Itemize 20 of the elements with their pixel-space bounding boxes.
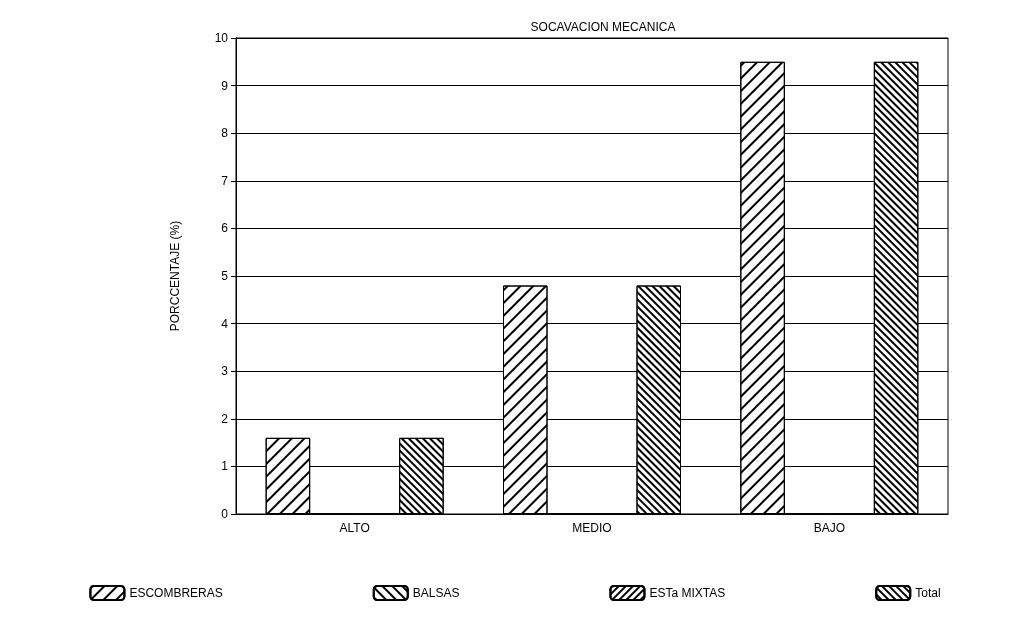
x-tick-label: BAJO <box>813 521 846 535</box>
y-tick-label: 7 <box>221 173 229 188</box>
legend-label: BALSAS <box>412 586 460 600</box>
legend-label: Total <box>915 586 941 600</box>
y-axis-title: PORCCENTAJE (%) <box>168 220 182 332</box>
x-tick-label: ALTO <box>339 521 370 535</box>
y-tick-label: 5 <box>221 269 229 283</box>
y-tick-label: 4 <box>221 316 229 331</box>
legend-label: ESTa MIXTAS <box>649 586 726 600</box>
legend-label: ESCOMBRERAS <box>129 586 223 600</box>
y-tick-label: 3 <box>221 364 229 379</box>
chart-title: SOCAVACION MECANICA <box>530 20 676 34</box>
y-tick-label: 1 <box>221 459 229 474</box>
y-tick-label: 8 <box>221 126 229 141</box>
y-tick-label: 0 <box>221 507 229 521</box>
y-tick-label: 10 <box>214 31 229 45</box>
y-tick-label: 9 <box>221 78 229 93</box>
x-tick-label: MEDIO <box>572 521 612 535</box>
y-tick-label: 6 <box>221 221 229 236</box>
y-tick-label: 2 <box>221 411 229 426</box>
